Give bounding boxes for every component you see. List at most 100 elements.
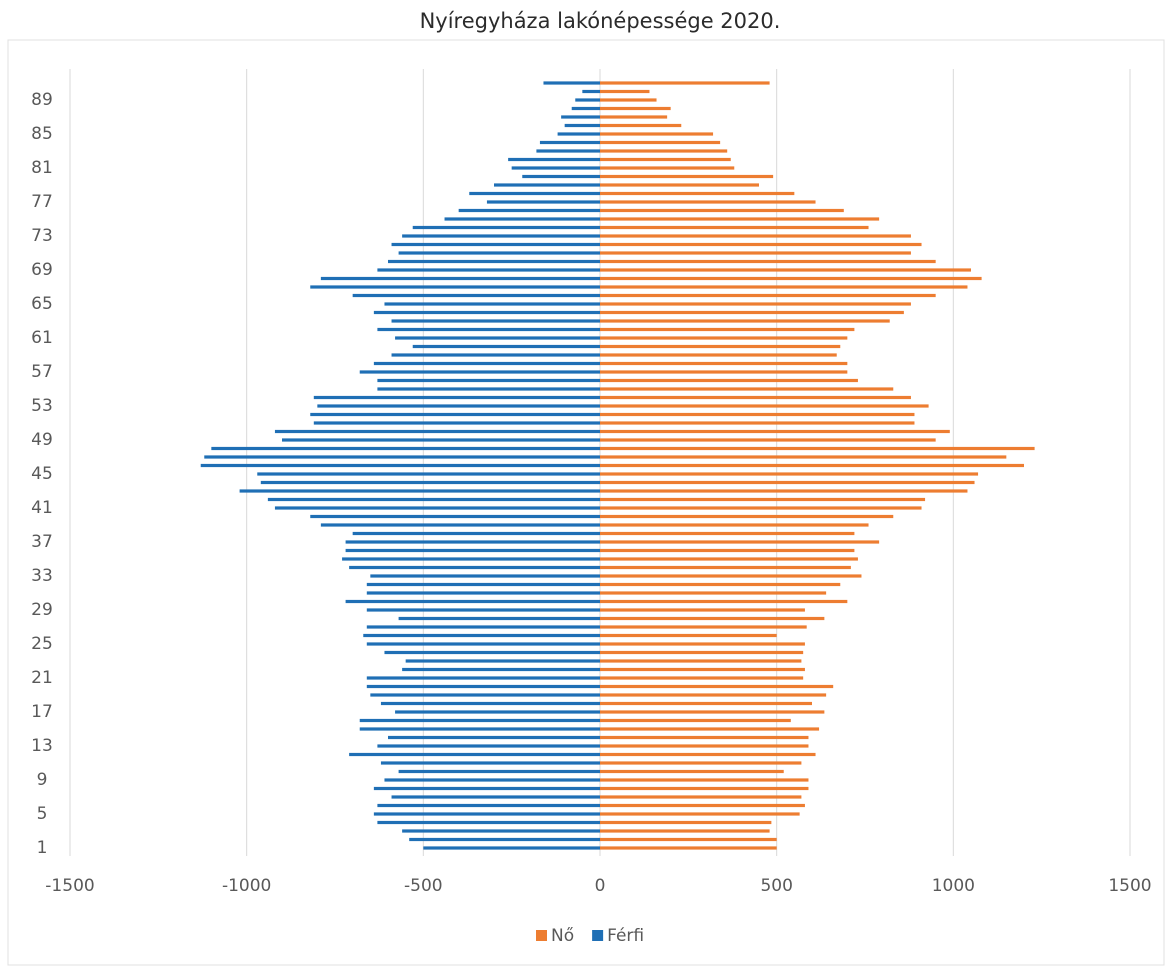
- bar: [600, 115, 668, 119]
- bar: [600, 285, 968, 289]
- bar: [366, 625, 600, 629]
- bar: [405, 659, 600, 663]
- bar: [600, 251, 911, 255]
- y-tick-label: 49: [31, 430, 53, 450]
- bar: [363, 633, 600, 638]
- bar: [349, 752, 600, 757]
- bar: [600, 676, 804, 680]
- bar: [600, 829, 770, 833]
- bar: [600, 404, 929, 408]
- bar: [522, 174, 600, 179]
- bar: [352, 293, 600, 298]
- bar: [600, 268, 971, 272]
- bar: [398, 251, 600, 255]
- bar: [320, 276, 600, 281]
- bar: [600, 582, 841, 587]
- bar: [600, 727, 820, 731]
- bar: [384, 302, 600, 306]
- bar: [600, 540, 880, 544]
- y-tick-label: 81: [31, 158, 53, 178]
- bar: [600, 98, 657, 102]
- bar: [310, 285, 600, 289]
- bar: [398, 616, 600, 621]
- x-tick-label: 500: [760, 876, 792, 896]
- bar: [600, 89, 650, 94]
- bar: [359, 370, 600, 374]
- bar: [571, 106, 600, 111]
- y-tick-label: 17: [31, 702, 53, 722]
- bar: [204, 455, 600, 459]
- bar: [600, 353, 837, 357]
- x-tick-label: -1000: [222, 876, 271, 896]
- y-tick-label: 41: [31, 498, 53, 518]
- legend-label: Nő: [551, 926, 574, 946]
- bar: [600, 327, 855, 332]
- bar: [342, 557, 600, 561]
- bar: [600, 574, 862, 578]
- bar: [600, 659, 802, 663]
- bar: [384, 650, 600, 655]
- bar: [600, 837, 777, 842]
- y-tick-label: 73: [31, 226, 53, 246]
- bar: [600, 786, 809, 791]
- bar: [600, 497, 926, 502]
- bar: [600, 174, 774, 179]
- bar: [600, 642, 805, 646]
- bar: [511, 166, 600, 170]
- bar: [600, 633, 777, 638]
- bar: [317, 404, 600, 408]
- bar: [600, 701, 812, 706]
- bar: [600, 123, 682, 128]
- y-tick-label: 85: [31, 124, 53, 144]
- y-tick-label: 65: [31, 294, 53, 314]
- bar: [600, 157, 731, 162]
- bar: [600, 820, 772, 825]
- bar: [391, 795, 600, 799]
- bar: [600, 140, 721, 145]
- bar: [366, 676, 600, 680]
- bar: [600, 625, 807, 629]
- bar: [600, 106, 671, 111]
- bar: [600, 370, 848, 374]
- bar: [345, 548, 600, 553]
- bar: [600, 472, 979, 476]
- bar: [600, 378, 858, 383]
- bar: [600, 744, 809, 748]
- x-tick-label: 1000: [932, 876, 975, 896]
- bar: [600, 191, 795, 196]
- bar: [600, 778, 809, 782]
- bar: [274, 506, 600, 510]
- bar: [469, 191, 600, 196]
- bar: [384, 778, 600, 782]
- bar: [388, 259, 600, 264]
- bar: [345, 540, 600, 544]
- bar: [600, 429, 950, 434]
- y-tick-label: 61: [31, 328, 53, 348]
- bar: [494, 183, 600, 187]
- bar: [575, 98, 600, 102]
- bar: [412, 344, 600, 349]
- bar: [600, 361, 848, 366]
- y-tick-label: 53: [31, 396, 53, 416]
- bar: [557, 132, 600, 136]
- y-tick-label: 29: [31, 600, 53, 620]
- bar: [366, 608, 600, 612]
- bar: [600, 735, 809, 740]
- bar: [600, 650, 804, 655]
- bar: [402, 667, 600, 672]
- bar: [600, 752, 816, 757]
- bar: [600, 761, 802, 765]
- bar: [600, 217, 880, 221]
- bar: [380, 701, 600, 706]
- bar: [600, 531, 855, 536]
- bar: [539, 140, 600, 145]
- bar: [600, 557, 858, 561]
- bar: [373, 786, 600, 791]
- bar: [600, 684, 834, 689]
- bar: [377, 820, 600, 825]
- bar: [395, 710, 600, 714]
- y-tick-label: 77: [31, 192, 53, 212]
- bar: [600, 693, 827, 697]
- bar: [600, 149, 728, 153]
- y-tick-label: 37: [31, 532, 53, 552]
